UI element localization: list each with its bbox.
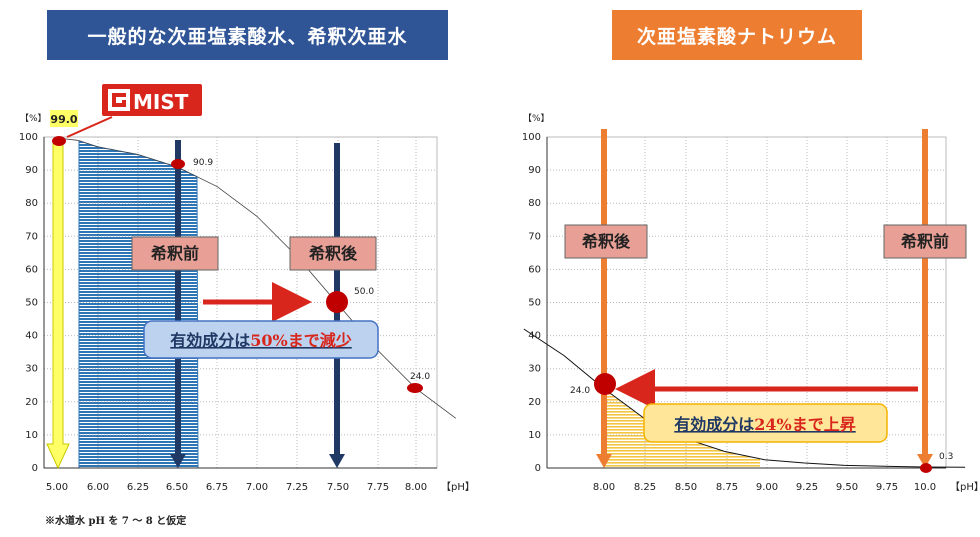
left-chart: 0 10 20 30 40 50 60 70 80 90 100 5.00 6.00 6.25 6.50 6.… bbox=[19, 84, 475, 493]
point-50 bbox=[326, 291, 348, 313]
dissociation-curve bbox=[523, 328, 966, 468]
before-label: 希釈前 bbox=[151, 244, 199, 263]
arrow-head bbox=[329, 454, 345, 468]
right-chart-title: 次亜塩素酸ナトリウム bbox=[612, 10, 862, 60]
callout-prefix: 有効成分は bbox=[674, 415, 754, 434]
callout-box bbox=[143, 320, 379, 359]
x-tick-label: 9.50 bbox=[836, 482, 858, 493]
y-tick-label: 60 bbox=[528, 264, 541, 275]
after-label-box bbox=[289, 236, 377, 271]
value-box-99 bbox=[50, 110, 78, 127]
arrow-head bbox=[170, 454, 186, 468]
before-arrow bbox=[922, 129, 928, 456]
x-tick-label: 8.75 bbox=[716, 482, 738, 493]
point-0-3 bbox=[920, 463, 932, 473]
callout-highlight: 50%まで減少 bbox=[250, 331, 351, 350]
point-label-24: 24.0 bbox=[570, 386, 590, 396]
x-tick-label: 7.00 bbox=[246, 482, 268, 493]
callout-box bbox=[643, 403, 888, 443]
before-label-box bbox=[131, 236, 219, 271]
y-tick-label: 30 bbox=[25, 364, 38, 375]
after-label-box bbox=[564, 224, 648, 259]
x-tick-label: 8.00 bbox=[405, 482, 427, 493]
left-chart-title: 一般的な次亜塩素酸水、希釈次亜水 bbox=[47, 10, 448, 60]
x-tick-label: 6.75 bbox=[206, 482, 228, 493]
y-tick-label: 70 bbox=[25, 231, 38, 242]
y-tick-label: 60 bbox=[25, 264, 38, 275]
y-tick-label: 20 bbox=[25, 397, 38, 408]
footnote: ※水道水 pH を 7 ～ 8 と仮定 bbox=[45, 516, 187, 527]
logo-text: MIST bbox=[133, 90, 189, 114]
x-tick-label: 6.00 bbox=[87, 482, 109, 493]
y-tick-label: 10 bbox=[25, 430, 38, 441]
y-tick-label: 10 bbox=[528, 430, 541, 441]
y-tick-label: 50 bbox=[528, 298, 541, 309]
callout-text: 有効成分は24%まで上昇 bbox=[674, 415, 856, 434]
after-label: 希釈後 bbox=[582, 232, 631, 251]
x-tick-label: 8.25 bbox=[634, 482, 656, 493]
x-tick-label: 7.75 bbox=[367, 482, 389, 493]
point-90-9 bbox=[171, 159, 185, 169]
x-tick-label: 9.75 bbox=[876, 482, 898, 493]
logo-pointer bbox=[66, 116, 113, 138]
x-axis-unit: 【pH】 bbox=[441, 481, 475, 493]
y-tick-label: 70 bbox=[528, 231, 541, 242]
y-tick-label: 30 bbox=[528, 364, 541, 375]
point-24 bbox=[594, 373, 616, 395]
callout-text: 有効成分は50%まで減少 bbox=[170, 331, 352, 350]
dissociation-curve bbox=[56, 137, 457, 419]
callout-prefix: 有効成分は bbox=[170, 331, 250, 350]
point-label-24: 24.0 bbox=[410, 372, 430, 382]
y-tick-label: 90 bbox=[528, 165, 541, 176]
y-tick-label: 0 bbox=[535, 463, 541, 474]
y-tick-label: 90 bbox=[25, 165, 38, 176]
x-tick-label: 8.50 bbox=[675, 482, 697, 493]
yellow-arrow bbox=[46, 140, 70, 470]
logo-mark bbox=[108, 89, 130, 111]
x-tick-label: 5.00 bbox=[46, 482, 68, 493]
x-axis-unit: 【pH】 bbox=[950, 481, 980, 493]
y-tick-label: 100 bbox=[19, 132, 38, 143]
point-label-0-3: 0.3 bbox=[939, 452, 953, 462]
y-axis-unit: 【%】 bbox=[20, 113, 47, 124]
y-axis-unit: 【%】 bbox=[523, 113, 550, 124]
x-tick-label: 10.0 bbox=[914, 482, 936, 493]
point-99 bbox=[52, 136, 66, 146]
x-tick-label: 9.00 bbox=[756, 482, 778, 493]
after-arrow bbox=[601, 129, 607, 456]
point-label-99: 99.0 bbox=[50, 113, 77, 126]
x-tick-label: 6.50 bbox=[166, 482, 188, 493]
arrow-head bbox=[596, 454, 612, 468]
x-tick-label: 7.50 bbox=[327, 482, 349, 493]
y-tick-label: 40 bbox=[25, 331, 38, 342]
before-label: 希釈前 bbox=[901, 232, 949, 251]
y-tick-label: 50 bbox=[25, 298, 38, 309]
x-tick-label: 6.25 bbox=[127, 482, 149, 493]
logo-mark-shape bbox=[112, 93, 126, 107]
y-tick-label: 100 bbox=[522, 132, 541, 143]
arrow-head bbox=[917, 454, 933, 468]
y-tick-label: 80 bbox=[25, 198, 38, 209]
callout-highlight: 24%まで上昇 bbox=[754, 415, 855, 434]
y-tick-label: 0 bbox=[32, 463, 38, 474]
point-label-90-9: 90.9 bbox=[193, 158, 213, 168]
point-label-50: 50.0 bbox=[354, 287, 374, 297]
point-24 bbox=[407, 383, 423, 393]
before-arrow bbox=[175, 140, 181, 456]
after-label: 希釈後 bbox=[309, 244, 358, 263]
y-tick-label: 20 bbox=[528, 397, 541, 408]
y-tick-label: 80 bbox=[528, 198, 541, 209]
x-tick-label: 9.25 bbox=[796, 482, 818, 493]
x-tick-label: 7.25 bbox=[286, 482, 308, 493]
before-label-box bbox=[883, 224, 967, 259]
shaded-region bbox=[604, 388, 760, 468]
x-tick-label: 8.00 bbox=[593, 482, 615, 493]
